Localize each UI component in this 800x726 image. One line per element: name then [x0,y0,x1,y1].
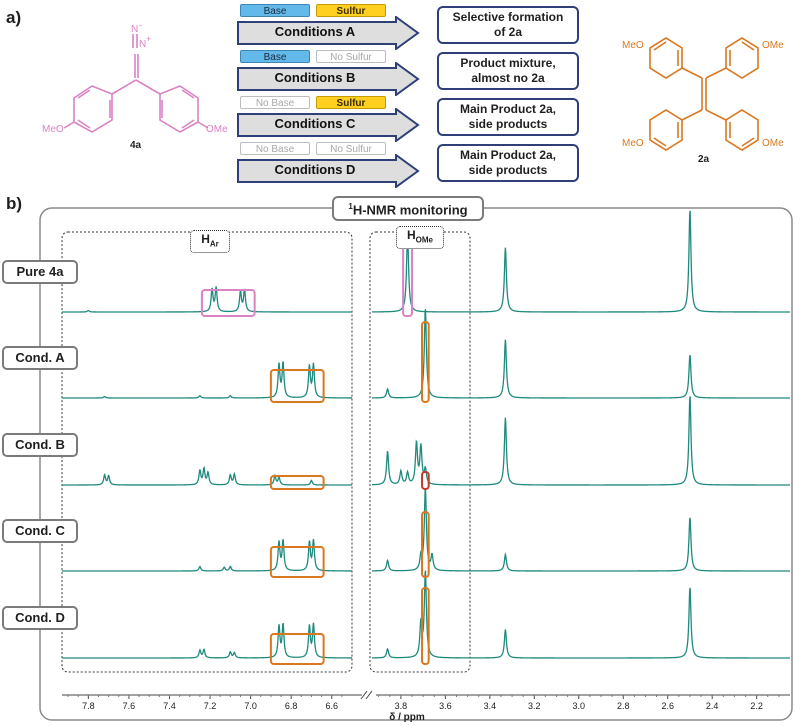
trace-2-segment-1 [62,361,352,399]
trace-label-5: Cond. D [2,606,78,630]
x-tick-label-7.8: 7.8 [82,701,95,711]
condition-2-chip-sulfur: No Sulfur [316,50,386,63]
condition-4-label: Conditions D [274,162,356,177]
condition-3-chip-base: No Base [240,96,310,109]
reactant-ome-label: OMe [206,124,228,135]
x-tick-label-6.6: 6.6 [325,701,338,711]
axis-label: δ / ppm [389,712,425,723]
region-ome-sub: OMe [415,235,433,245]
trace-label-1: Pure 4a [2,260,78,284]
region-ome-h: H [406,228,416,242]
reactant-4a-structure: N + N - MeO OMe 4a [42,20,228,151]
axis-break-mark-2 [365,690,373,700]
x-tick-label-7: 7.0 [244,701,257,711]
x-tick-label-2.2: 2.2 [750,701,763,711]
product-meo-top: MeO [622,40,644,51]
product-meo-bottom: MeO [622,138,644,149]
monitoring-frame [39,207,793,721]
panel-b-label: b) [6,194,23,213]
n-plus-charge: + [146,34,151,44]
condition-1-result: Selective formation of 2a [437,6,579,44]
trace-5-segment-1 [62,622,352,659]
condition-3-chip-sulfur: Sulfur [316,96,386,109]
condition-1-chip-sulfur: Sulfur [316,4,386,17]
x-tick-label-3: 3.0 [573,701,586,711]
product-name: 2a [698,154,710,165]
region-ar-sub: Ar [209,239,219,249]
n-minus-label: N [131,24,138,35]
product-ome-top: OMe [762,40,784,51]
trace-label-2: Cond. A [2,346,78,370]
x-tick-label-3.8: 3.8 [395,701,408,711]
reactant-name: 4a [130,140,142,151]
trace-5-segment-2 [372,570,790,659]
highlight-a-aromatic [269,369,325,403]
condition-4-result: Main Product 2a, side products [437,144,579,182]
highlight-4a-aromatic [200,289,256,317]
condition-2-chip-base: Base [240,50,310,63]
region-ar-h: H [201,232,210,246]
x-tick-label-2.8: 2.8 [617,701,630,711]
x-tick-label-7.4: 7.4 [163,701,176,711]
x-tick-label-7.2: 7.2 [204,701,217,711]
highlight-b-aromatic [269,475,325,490]
x-tick-label-7.6: 7.6 [123,701,136,711]
region-ome-label: HOMe [396,226,444,250]
x-tick-label-6.8: 6.8 [285,701,298,711]
condition-3-arrow [237,108,420,142]
condition-1-arrow [237,16,420,50]
reactant-meo-label: MeO [42,124,64,135]
condition-2-label: Conditions B [274,70,356,85]
x-tick-label-3.4: 3.4 [484,701,497,711]
region-ar-box [61,231,353,673]
condition-1-chip-base: Base [240,4,310,17]
axis-break-mark-1 [360,690,368,700]
x-tick-label-3.2: 3.2 [528,701,541,711]
trace-4-segment-2 [372,488,790,572]
highlight-d-ome [421,587,430,665]
n-minus-charge: - [139,20,142,30]
condition-3-result: Main Product 2a, side products [437,98,579,136]
highlight-b-ome [421,471,430,490]
condition-4-chip-base: No Base [240,142,310,155]
title-superscript: 1 [348,202,353,211]
title-text: H-NMR monitoring [352,202,468,218]
trace-3-segment-2 [371,396,790,486]
condition-2-arrow [237,62,420,96]
condition-3-label: Conditions C [274,116,356,131]
x-tick-label-2.4: 2.4 [706,701,719,711]
n-plus-label: N [139,39,146,50]
x-tick-label-3.6: 3.6 [439,701,452,711]
highlight-a-ome [421,321,430,403]
monitoring-title: 1H-NMR monitoring [332,196,484,222]
product-ome-bottom: OMe [762,138,784,149]
condition-4-chip-sulfur: No Sulfur [316,142,386,155]
trace-4-segment-1 [62,538,352,572]
region-ar-label: HAr [190,230,230,254]
condition-1-label: Conditions A [274,24,356,39]
panel-a-label: a) [6,8,22,27]
highlight-d-aromatic [269,633,325,665]
trace-label-4: Cond. C [2,519,78,543]
highlight-c-aromatic [269,546,325,578]
trace-3-segment-1 [62,465,352,486]
trace-1-segment-2 [372,210,790,313]
highlight-c-ome [421,511,430,578]
trace-label-3: Cond. B [2,433,78,457]
condition-2-result: Product mixture, almost no 2a [437,52,579,90]
condition-4-arrow [237,154,420,188]
trace-2-segment-2 [372,309,790,399]
x-tick-label-2.6: 2.6 [661,701,674,711]
trace-1-segment-1 [62,286,352,313]
product-2a-structure: MeO OMe MeO OMe 2a [622,37,784,165]
